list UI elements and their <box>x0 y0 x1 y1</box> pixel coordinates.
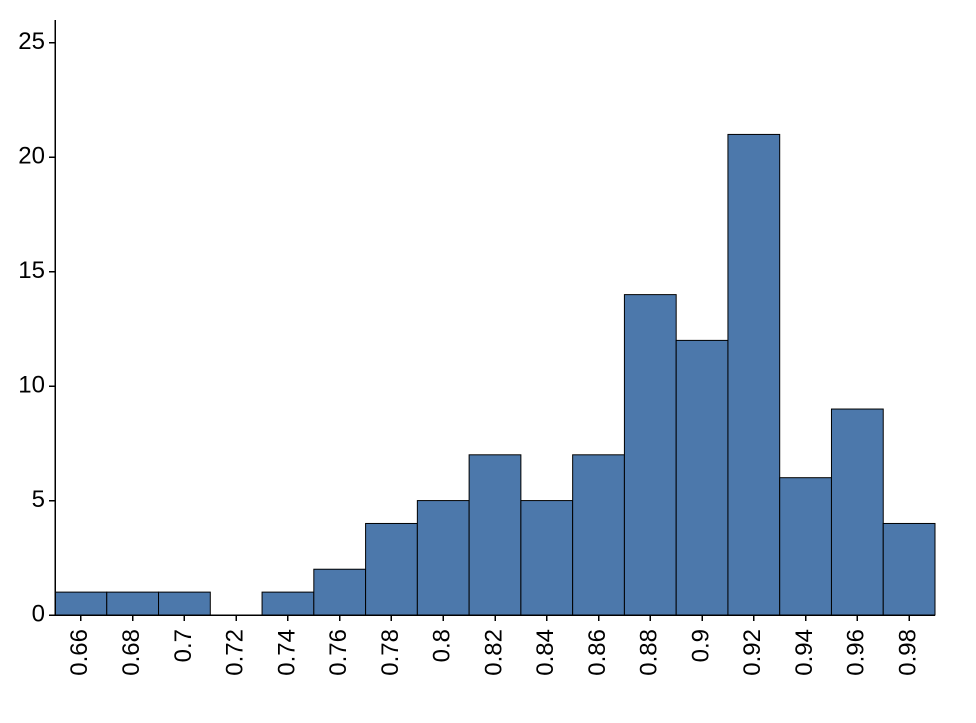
histogram-bar <box>469 455 521 615</box>
x-tick-label-group: 0.68 <box>118 629 145 676</box>
x-tick-label-group: 0.76 <box>325 629 352 676</box>
histogram-bar <box>417 501 469 615</box>
y-tick-label: 5 <box>32 486 45 513</box>
histogram-bar <box>55 592 107 615</box>
x-tick-label: 0.86 <box>584 629 611 676</box>
x-tick-label: 0.92 <box>739 629 766 676</box>
bars-group <box>55 134 935 615</box>
x-tick-label-group: 0.96 <box>843 629 870 676</box>
x-tick-label-group: 0.98 <box>894 629 921 676</box>
x-tick-label-group: 0.84 <box>532 629 559 676</box>
histogram-chart: 0 5 10 15 20 25 0.66 0.68 0.7 0.72 0.74 0.76 0.78 0.8… <box>0 0 976 723</box>
histogram-bar <box>728 134 780 615</box>
x-tick-label: 0.72 <box>222 629 249 676</box>
histogram-bar <box>573 455 625 615</box>
x-tick-label-group: 0.72 <box>222 629 249 676</box>
x-tick-label-group: 0.92 <box>739 629 766 676</box>
y-tick-label: 0 <box>32 600 45 627</box>
x-tick-label-group: 0.94 <box>791 629 818 676</box>
x-tick-label: 0.98 <box>894 629 921 676</box>
y-tick-label: 15 <box>18 257 45 284</box>
histogram-bar <box>366 523 418 615</box>
histogram-bar <box>262 592 314 615</box>
x-tick-label-group: 0.8 <box>429 629 456 662</box>
x-tick-label: 0.9 <box>687 629 714 662</box>
y-tick-label: 10 <box>18 371 45 398</box>
x-tick-label: 0.88 <box>636 629 663 676</box>
y-tick-label: 20 <box>18 143 45 170</box>
histogram-bar <box>314 569 366 615</box>
x-tick-label: 0.74 <box>273 629 300 676</box>
histogram-bar <box>831 409 883 615</box>
histogram-bar <box>676 340 728 615</box>
x-tick-label-group: 0.9 <box>687 629 714 662</box>
x-tick-label: 0.96 <box>843 629 870 676</box>
chart-svg: 0 5 10 15 20 25 0.66 0.68 0.7 0.72 0.74 0.76 0.78 0.8… <box>0 0 976 723</box>
y-tick-label: 25 <box>18 28 45 55</box>
x-tick-label-group: 0.86 <box>584 629 611 676</box>
x-tick-label: 0.76 <box>325 629 352 676</box>
histogram-bar <box>883 523 935 615</box>
x-tick-label: 0.68 <box>118 629 145 676</box>
x-tick-label: 0.82 <box>480 629 507 676</box>
x-tick-label: 0.66 <box>66 629 93 676</box>
x-tick-label-group: 0.88 <box>636 629 663 676</box>
histogram-bar <box>159 592 211 615</box>
x-tick-label: 0.84 <box>532 629 559 676</box>
histogram-bar <box>780 478 832 615</box>
x-tick-label-group: 0.66 <box>66 629 93 676</box>
x-tick-label-group: 0.78 <box>377 629 404 676</box>
histogram-bar <box>624 295 676 615</box>
x-tick-label: 0.94 <box>791 629 818 676</box>
x-tick-label: 0.78 <box>377 629 404 676</box>
histogram-bar <box>521 501 573 615</box>
x-tick-label: 0.8 <box>429 629 456 662</box>
x-tick-label: 0.7 <box>170 629 197 662</box>
histogram-bar <box>107 592 159 615</box>
x-tick-label-group: 0.7 <box>170 629 197 662</box>
x-tick-label-group: 0.82 <box>480 629 507 676</box>
x-tick-label-group: 0.74 <box>273 629 300 676</box>
